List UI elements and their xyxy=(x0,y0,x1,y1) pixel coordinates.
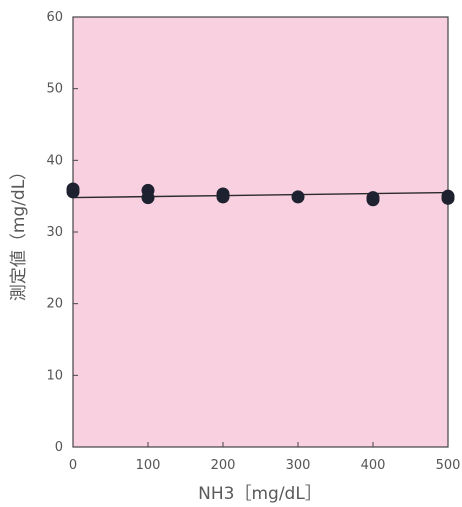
y-axis-ticks: 0 10 20 30 40 50 60 xyxy=(46,10,78,455)
x-tick-label: 200 xyxy=(211,458,236,473)
y-tick-label: 20 xyxy=(46,297,63,312)
y-tick-label: 60 xyxy=(46,10,63,25)
x-tick-label: 300 xyxy=(286,458,311,473)
data-point xyxy=(291,190,305,204)
data-point xyxy=(141,191,155,205)
y-tick-label: 0 xyxy=(55,440,63,455)
y-tick-label: 40 xyxy=(46,153,63,168)
data-point xyxy=(366,193,380,207)
y-tick-label: 30 xyxy=(46,225,63,240)
x-tick-label: 0 xyxy=(69,458,77,473)
x-axis-title: NH3［mg/dL］ xyxy=(198,484,322,504)
x-axis-ticks: 0 100 200 300 400 500 xyxy=(69,442,461,473)
data-point xyxy=(216,190,230,204)
x-tick-label: 100 xyxy=(136,458,161,473)
data-point xyxy=(66,185,80,199)
trendline-layer xyxy=(72,191,449,199)
y-axis-title: 測定値（mg/dL） xyxy=(9,163,29,301)
plot-area xyxy=(72,16,449,448)
data-point xyxy=(441,191,455,205)
y-tick-label: 10 xyxy=(46,368,63,383)
y-tick-label: 50 xyxy=(46,82,63,97)
x-tick-label: 500 xyxy=(436,458,461,473)
trendline xyxy=(72,191,449,199)
x-tick-label: 400 xyxy=(361,458,386,473)
data-points xyxy=(66,182,455,207)
